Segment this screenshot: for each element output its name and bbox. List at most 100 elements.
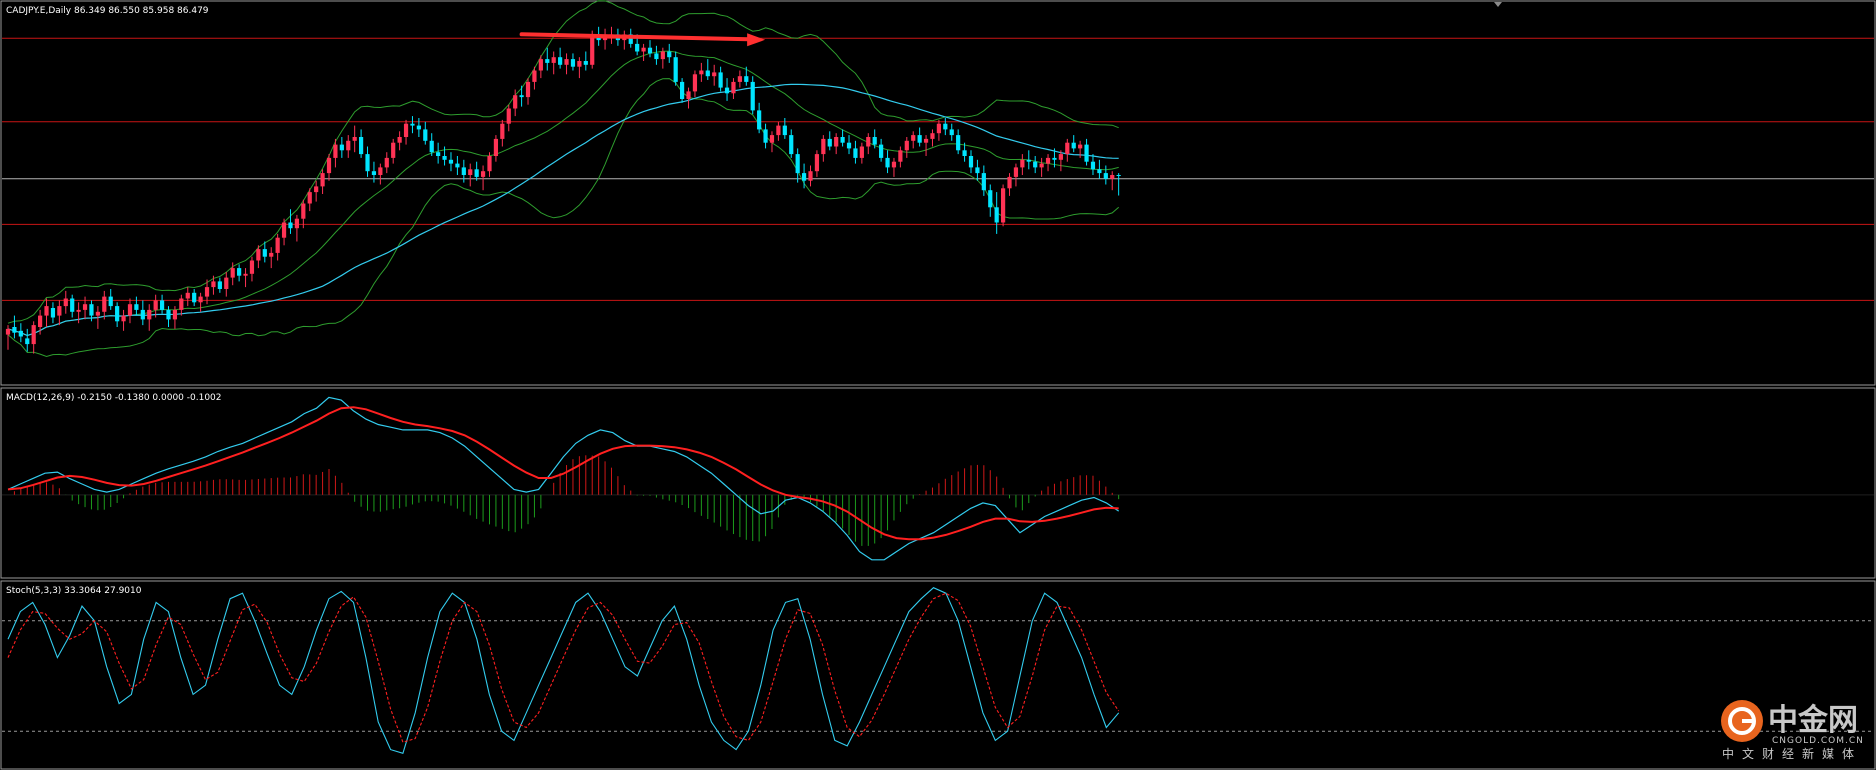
candle-body	[429, 140, 434, 153]
candle-body	[63, 298, 68, 307]
candle-body	[891, 161, 897, 168]
candle-body	[153, 300, 158, 310]
watermark-brand-en: CNGOLD.COM.CN	[1772, 736, 1864, 746]
candle-body	[76, 309, 81, 312]
candle-body	[1058, 154, 1063, 160]
candle-body	[943, 123, 948, 130]
price-panel[interactable]: CADJPY.E,Daily 86.349 86.550 85.958 86.4…	[0, 0, 1876, 386]
candle-body	[455, 163, 460, 168]
candle-body	[314, 186, 319, 193]
candle-body	[301, 203, 306, 219]
candle-body	[583, 61, 588, 65]
candle-body	[461, 167, 466, 175]
candle-body	[102, 296, 107, 312]
candle-body	[134, 304, 139, 310]
candle-body	[397, 137, 402, 143]
candle-body	[281, 222, 287, 238]
candle-body	[981, 173, 986, 191]
candle-body	[352, 137, 357, 141]
candle-body	[217, 281, 222, 289]
candle-body	[326, 157, 332, 174]
candle-body	[307, 192, 312, 204]
candle-body	[814, 154, 820, 172]
shift-marker-icon[interactable]	[1494, 2, 1502, 7]
candle-body	[628, 34, 633, 44]
stochastic-panel[interactable]: Stoch(5,3,3) 33.3064 27.9010	[0, 580, 1876, 770]
candle-body	[821, 138, 826, 155]
candle-body	[436, 152, 441, 156]
candle-body	[82, 304, 88, 310]
candle-body	[5, 328, 11, 335]
candle-body	[904, 140, 909, 151]
candle-body	[570, 59, 576, 67]
candle-body	[590, 36, 595, 65]
macd-panel-title: MACD(12,26,9) -0.2150 -0.1380 0.0000 -0.…	[6, 393, 222, 403]
candle-body	[1052, 157, 1057, 160]
stochastic-signal-line	[7, 592, 1120, 743]
candle-body	[468, 169, 473, 175]
candle-body	[121, 315, 126, 322]
candle-body	[262, 249, 267, 257]
candle-body	[211, 281, 216, 288]
candle-body	[12, 327, 17, 333]
price-panel-title: CADJPY.E,Daily 86.349 86.550 85.958 86.4…	[6, 6, 209, 16]
candle-body	[1071, 142, 1076, 149]
watermark-tagline: 中文财经新媒体	[1722, 746, 1862, 761]
candle-body	[718, 72, 723, 88]
candle-body	[956, 135, 961, 151]
candle-body	[480, 171, 486, 177]
candle-body	[930, 133, 935, 139]
candle-body	[866, 137, 871, 147]
candle-body	[1065, 142, 1070, 155]
candle-body	[230, 268, 235, 278]
candle-body	[127, 304, 133, 316]
macd-lines	[7, 396, 1120, 561]
candle-body	[198, 296, 203, 303]
candle-body	[923, 138, 929, 143]
watermark-brand-cn: 中金网	[1768, 703, 1858, 738]
candle-body	[89, 304, 94, 316]
bollinger-lower-line	[7, 78, 1120, 358]
candle-body	[339, 144, 344, 151]
candle-body	[140, 309, 145, 320]
trend-arrow-shaft	[519, 32, 752, 42]
candle-body	[423, 129, 428, 141]
price-panel-frame	[0, 0, 1876, 386]
candle-body	[448, 159, 454, 164]
candle-body	[474, 169, 479, 177]
candle-body	[846, 142, 852, 149]
candle-body	[147, 309, 152, 320]
candle-body	[115, 306, 120, 322]
candle-body	[692, 74, 698, 92]
candle-body	[680, 81, 685, 99]
candle-body	[237, 268, 242, 276]
candle-body	[840, 137, 845, 143]
macd-histogram	[2, 455, 1874, 546]
candle-body	[898, 150, 903, 162]
candle-body	[204, 287, 210, 297]
candle-body	[654, 53, 659, 60]
candle-body	[185, 292, 190, 299]
candle-body	[558, 57, 563, 65]
macd-panel[interactable]: MACD(12,26,9) -0.2150 -0.1380 0.0000 -0.…	[0, 387, 1876, 579]
candle-body	[686, 91, 691, 99]
candle-body	[1007, 176, 1012, 189]
stochastic-panel-frame	[0, 580, 1876, 770]
candle-body	[25, 338, 30, 345]
candle-body	[1020, 159, 1025, 168]
moving-average-line	[7, 83, 1119, 337]
candle-body	[1116, 175, 1121, 176]
candle-body	[731, 81, 736, 94]
candle-body	[975, 167, 980, 174]
candle-body	[18, 330, 23, 337]
candle-body	[763, 129, 768, 143]
candle-body	[988, 190, 993, 208]
candle-body	[712, 72, 717, 77]
trend-arrow	[519, 32, 766, 47]
candle-body	[757, 110, 762, 130]
candle-body	[179, 298, 184, 310]
candle-body	[750, 81, 755, 111]
candle-body	[224, 277, 229, 289]
candle-body	[108, 296, 113, 307]
candle-body	[525, 81, 531, 98]
